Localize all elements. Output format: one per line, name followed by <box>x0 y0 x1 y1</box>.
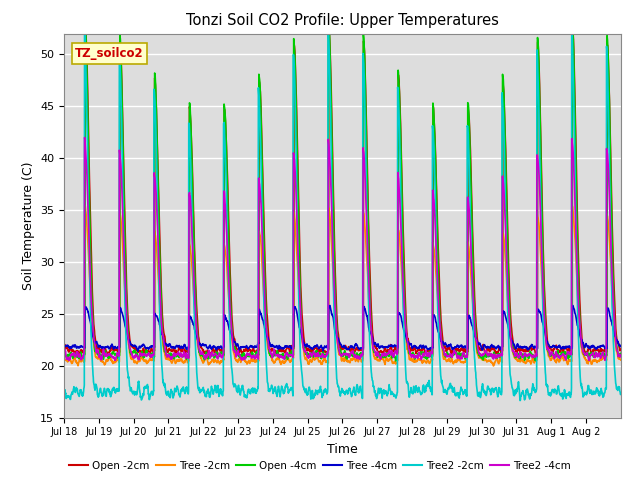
Tree -4cm <box>617 344 625 349</box>
Open -4cm <box>542 327 550 333</box>
Tree -2cm <box>617 357 625 363</box>
Tree2 -2cm <box>236 390 244 396</box>
Line: Tree2 -2cm: Tree2 -2cm <box>64 29 621 400</box>
Open -2cm <box>609 263 617 269</box>
Line: Open -4cm: Open -4cm <box>64 19 621 361</box>
X-axis label: Time: Time <box>327 443 358 456</box>
Open -2cm <box>532 352 540 358</box>
Tree2 -2cm <box>568 26 575 32</box>
Line: Tree2 -4cm: Tree2 -4cm <box>64 138 621 360</box>
Tree -2cm <box>511 354 518 360</box>
Open -2cm <box>60 343 68 348</box>
Tree -4cm <box>609 326 617 332</box>
Line: Open -2cm: Open -2cm <box>64 25 621 355</box>
Tree2 -2cm <box>60 391 68 396</box>
Open -2cm <box>376 349 384 355</box>
Open -2cm <box>116 43 124 48</box>
Open -4cm <box>60 349 68 355</box>
Open -4cm <box>116 352 124 358</box>
Open -2cm <box>617 347 625 352</box>
Tree -2cm <box>60 357 68 362</box>
Line: Tree -4cm: Tree -4cm <box>64 305 621 351</box>
Open -2cm <box>542 315 550 321</box>
Tree2 -4cm <box>376 356 384 361</box>
Open -4cm <box>510 352 518 358</box>
Y-axis label: Soil Temperature (C): Soil Temperature (C) <box>22 161 35 290</box>
Line: Tree -2cm: Tree -2cm <box>64 205 621 366</box>
Open -4cm <box>376 352 383 358</box>
Tree2 -2cm <box>116 51 124 57</box>
Open -4cm <box>617 351 625 357</box>
Tree -4cm <box>511 342 518 348</box>
Tree -4cm <box>376 344 384 349</box>
Open -2cm <box>236 348 244 353</box>
Open -4cm <box>568 16 576 22</box>
Tree -2cm <box>81 202 88 208</box>
Tree2 -4cm <box>116 154 124 159</box>
Tree2 -2cm <box>617 391 625 396</box>
Tree -4cm <box>60 344 68 349</box>
Tree -2cm <box>116 211 124 216</box>
Text: TZ_soilco2: TZ_soilco2 <box>75 47 144 60</box>
Tree -2cm <box>609 312 617 317</box>
Tree2 -4cm <box>60 349 68 355</box>
Tree -2cm <box>542 337 550 343</box>
Tree -4cm <box>134 348 142 354</box>
Open -2cm <box>81 22 89 28</box>
Tree -2cm <box>490 363 497 369</box>
Tree -4cm <box>236 346 244 352</box>
Title: Tonzi Soil CO2 Profile: Upper Temperatures: Tonzi Soil CO2 Profile: Upper Temperatur… <box>186 13 499 28</box>
Tree -4cm <box>116 344 124 350</box>
Tree -4cm <box>326 302 334 308</box>
Tree2 -2cm <box>609 338 617 344</box>
Legend: Open -2cm, Tree -2cm, Open -4cm, Tree -4cm, Tree2 -2cm, Tree2 -4cm: Open -2cm, Tree -2cm, Open -4cm, Tree -4… <box>65 456 575 475</box>
Tree2 -4cm <box>65 358 73 363</box>
Tree -2cm <box>376 358 384 364</box>
Open -4cm <box>236 355 244 360</box>
Tree2 -4cm <box>617 354 625 360</box>
Tree2 -4cm <box>236 354 244 360</box>
Tree -4cm <box>542 335 550 341</box>
Tree -2cm <box>236 357 244 362</box>
Tree2 -4cm <box>609 299 617 305</box>
Tree2 -2cm <box>542 372 550 378</box>
Tree2 -2cm <box>516 397 524 403</box>
Open -4cm <box>392 358 399 364</box>
Tree2 -2cm <box>510 392 518 397</box>
Tree2 -4cm <box>81 135 88 141</box>
Open -2cm <box>510 346 518 352</box>
Tree2 -2cm <box>376 391 383 396</box>
Open -4cm <box>609 283 617 289</box>
Tree2 -4cm <box>511 350 518 356</box>
Tree2 -4cm <box>542 336 550 342</box>
